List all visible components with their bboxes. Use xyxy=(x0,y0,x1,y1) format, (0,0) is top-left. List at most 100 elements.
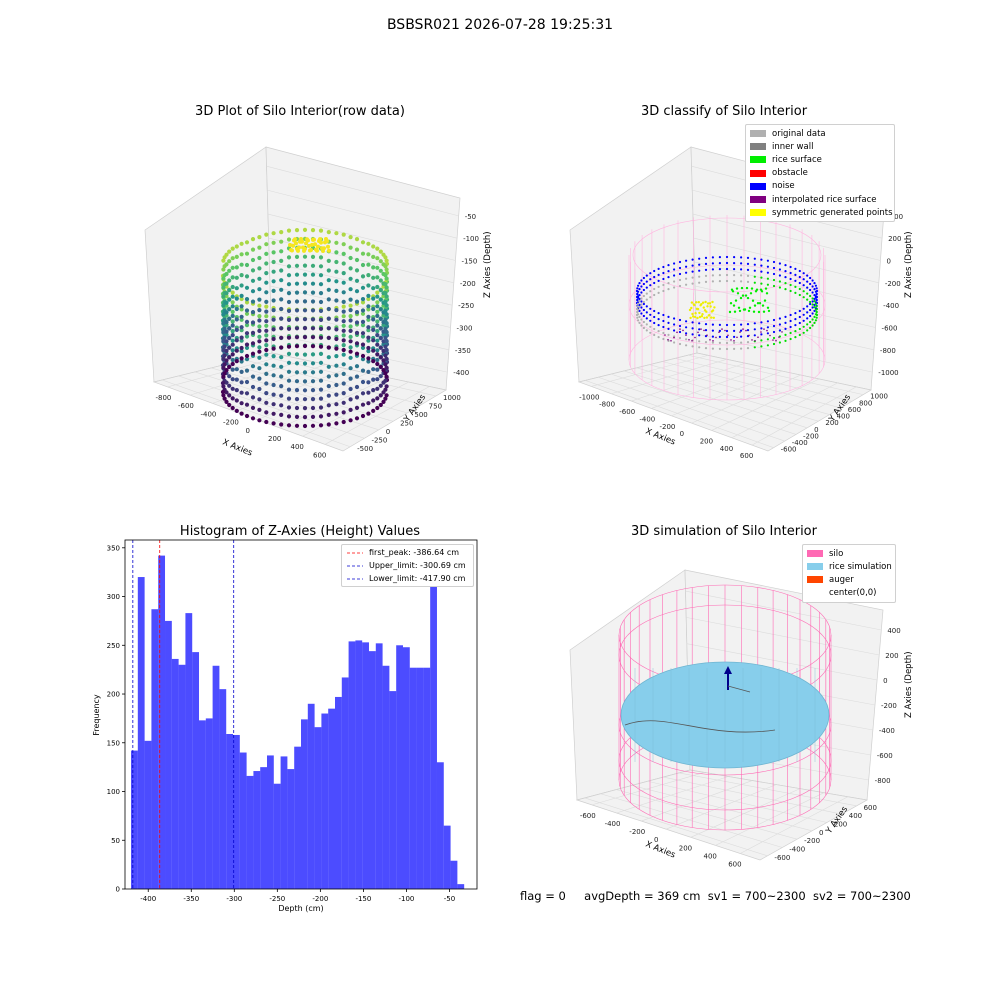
data-point xyxy=(706,334,708,336)
data-point xyxy=(303,246,307,251)
data-point xyxy=(685,344,688,347)
data-point xyxy=(271,382,276,388)
data-point xyxy=(649,325,652,328)
data-point xyxy=(384,276,389,281)
data-point xyxy=(746,280,750,283)
data-point xyxy=(772,339,774,341)
data-point xyxy=(286,326,292,331)
data-point xyxy=(375,361,380,367)
data-point xyxy=(755,288,759,291)
grid-line xyxy=(731,382,838,439)
data-point xyxy=(638,306,641,309)
data-point xyxy=(698,311,701,315)
data-point xyxy=(733,256,736,259)
data-point xyxy=(375,338,380,343)
data-point xyxy=(778,341,781,344)
grid-line xyxy=(267,189,458,239)
data-point xyxy=(685,332,688,335)
data-point xyxy=(814,308,817,311)
data-point xyxy=(296,248,300,253)
data-point xyxy=(802,272,805,275)
data-point xyxy=(224,291,229,296)
data-point xyxy=(334,231,339,236)
data-point xyxy=(678,342,682,346)
data-point xyxy=(279,278,284,283)
panel2-silo-wire xyxy=(628,215,826,401)
data-point xyxy=(319,240,323,245)
data-point xyxy=(381,368,386,373)
data-point xyxy=(239,307,244,312)
data-point xyxy=(657,324,660,327)
data-point xyxy=(711,329,714,332)
data-point xyxy=(709,305,712,308)
legend-item: symmetric generated points xyxy=(746,206,894,219)
data-point xyxy=(360,345,366,350)
data-point xyxy=(334,298,339,303)
data-point xyxy=(230,333,235,338)
legend-item: inner wall xyxy=(746,140,894,153)
legend-swatch xyxy=(807,576,823,584)
data-point xyxy=(691,345,694,348)
data-point xyxy=(815,293,818,296)
data-point xyxy=(713,306,716,309)
grid-line xyxy=(686,617,880,656)
data-point xyxy=(230,361,235,367)
data-point xyxy=(711,323,714,326)
histogram-bar xyxy=(457,884,465,889)
data-point xyxy=(760,339,763,342)
data-point xyxy=(227,268,232,273)
data-point xyxy=(748,334,750,337)
data-point xyxy=(264,319,269,324)
x-tick-label: 600 xyxy=(728,861,741,869)
data-point xyxy=(354,278,360,283)
data-point xyxy=(685,283,688,286)
x-tick-label: -200 xyxy=(659,423,675,431)
data-point xyxy=(286,423,292,428)
data-point xyxy=(649,284,652,287)
data-point xyxy=(667,276,670,279)
data-point xyxy=(302,343,308,349)
y-tick-label: 400 xyxy=(837,413,850,421)
z-tick-label: 0 xyxy=(883,677,887,685)
data-point xyxy=(348,287,353,292)
data-point xyxy=(239,325,244,330)
data-point xyxy=(341,352,346,357)
grid-line xyxy=(267,213,456,261)
data-point xyxy=(222,344,227,349)
data-point xyxy=(747,309,751,313)
data-point xyxy=(718,341,721,344)
data-point xyxy=(310,361,316,366)
data-point xyxy=(230,405,235,411)
legend-item: original data xyxy=(746,127,894,140)
data-point xyxy=(306,238,310,243)
data-point xyxy=(290,248,294,253)
data-point xyxy=(286,237,292,242)
data-point xyxy=(375,309,380,314)
data-point xyxy=(244,334,250,339)
data-point xyxy=(341,280,346,285)
data-point xyxy=(753,269,756,272)
data-point xyxy=(673,280,676,283)
data-point xyxy=(657,285,660,288)
data-point xyxy=(294,388,300,393)
data-point xyxy=(809,314,812,318)
data-point xyxy=(690,306,693,310)
data-point xyxy=(315,248,319,253)
data-point xyxy=(381,329,386,334)
data-point xyxy=(257,308,262,313)
data-point xyxy=(234,286,239,291)
data-point xyxy=(271,327,276,332)
legend-swatch xyxy=(807,550,823,558)
data-point xyxy=(798,333,801,337)
data-point xyxy=(354,405,360,410)
data-point xyxy=(366,369,371,374)
data-point xyxy=(250,341,256,346)
z-tick-label: -150 xyxy=(461,258,477,266)
histogram-bar xyxy=(416,667,424,889)
data-point xyxy=(802,319,805,322)
data-point xyxy=(366,335,371,340)
data-point xyxy=(733,268,736,271)
data-point xyxy=(221,384,226,389)
data-point xyxy=(814,290,817,293)
data-point xyxy=(354,247,360,252)
